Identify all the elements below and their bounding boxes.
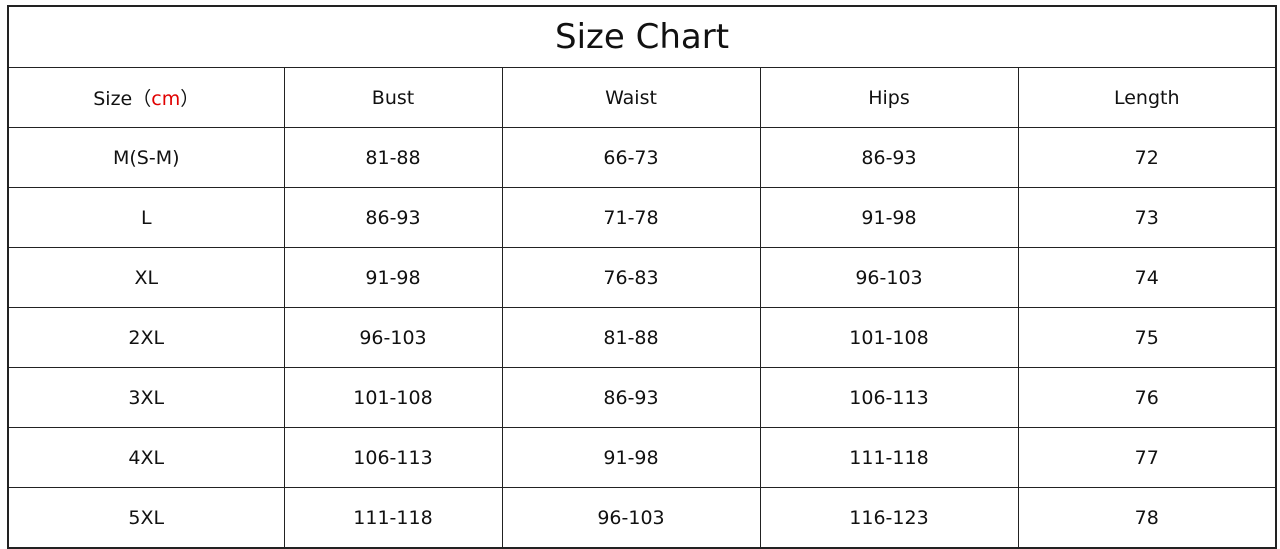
header-row: Size（cm） Bust Waist Hips Length: [7, 67, 1277, 128]
cell-waist: 76-83: [501, 247, 761, 308]
cell-bust: 81-88: [283, 127, 503, 188]
paren-open: （: [132, 88, 152, 110]
cell-bust: 101-108: [283, 367, 503, 428]
cell-waist: 86-93: [501, 367, 761, 428]
table-row: 4XL 106-113 91-98 111-118 77: [7, 427, 1277, 488]
cell-hips: 86-93: [759, 127, 1019, 188]
unit-label: cm: [151, 88, 181, 110]
cell-hips: 101-108: [759, 307, 1019, 368]
header-waist: Waist: [501, 67, 761, 128]
cell-waist: 96-103: [501, 487, 761, 549]
cell-length: 77: [1017, 427, 1277, 488]
size-chart-table: Size Chart Size（cm） Bust Waist Hips Leng…: [7, 5, 1278, 549]
cell-hips: 91-98: [759, 187, 1019, 248]
cell-hips: 96-103: [759, 247, 1019, 308]
cell-length: 72: [1017, 127, 1277, 188]
cell-bust: 86-93: [283, 187, 503, 248]
table-row: L 86-93 71-78 91-98 73: [7, 187, 1277, 248]
table-row: M(S-M) 81-88 66-73 86-93 72: [7, 127, 1277, 188]
paren-close: ）: [180, 88, 200, 110]
table-row: XL 91-98 76-83 96-103 74: [7, 247, 1277, 308]
table-row: 3XL 101-108 86-93 106-113 76: [7, 367, 1277, 428]
cell-bust: 96-103: [283, 307, 503, 368]
cell-size: 5XL: [7, 487, 285, 549]
size-label: Size: [93, 88, 133, 110]
cell-waist: 91-98: [501, 427, 761, 488]
table-row: 5XL 111-118 96-103 116-123 78: [7, 487, 1277, 549]
cell-bust: 91-98: [283, 247, 503, 308]
cell-length: 78: [1017, 487, 1277, 549]
cell-size: M(S-M): [7, 127, 285, 188]
cell-length: 73: [1017, 187, 1277, 248]
cell-hips: 116-123: [759, 487, 1019, 549]
table-row: 2XL 96-103 81-88 101-108 75: [7, 307, 1277, 368]
cell-size: 4XL: [7, 427, 285, 488]
cell-hips: 106-113: [759, 367, 1019, 428]
cell-length: 74: [1017, 247, 1277, 308]
cell-bust: 111-118: [283, 487, 503, 549]
cell-size: L: [7, 187, 285, 248]
cell-size: XL: [7, 247, 285, 308]
cell-waist: 81-88: [501, 307, 761, 368]
header-bust: Bust: [283, 67, 503, 128]
cell-size: 2XL: [7, 307, 285, 368]
cell-length: 75: [1017, 307, 1277, 368]
header-hips: Hips: [759, 67, 1019, 128]
cell-bust: 106-113: [283, 427, 503, 488]
cell-hips: 111-118: [759, 427, 1019, 488]
cell-size: 3XL: [7, 367, 285, 428]
cell-waist: 66-73: [501, 127, 761, 188]
header-size: Size（cm）: [7, 67, 285, 128]
cell-length: 76: [1017, 367, 1277, 428]
cell-waist: 71-78: [501, 187, 761, 248]
header-length: Length: [1017, 67, 1277, 128]
table-title: Size Chart: [7, 5, 1277, 68]
